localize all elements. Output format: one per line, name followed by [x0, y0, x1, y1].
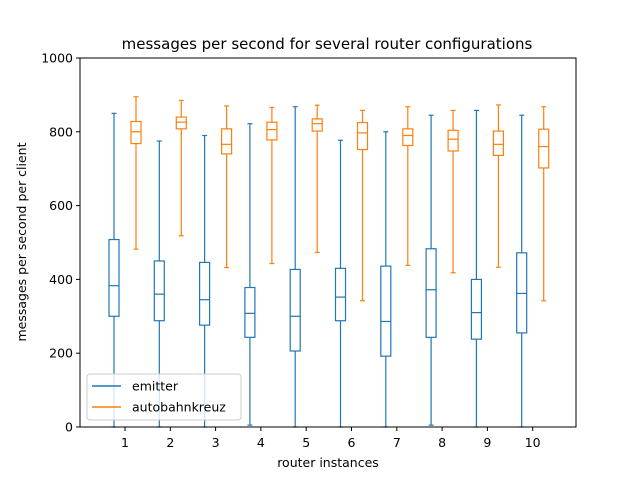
y-tick-label: 400 — [49, 272, 73, 287]
box-autobahnkreuz-9 — [492, 104, 504, 268]
box-autobahnkreuz-6 — [356, 109, 369, 302]
box-autobahnkreuz-4 — [266, 106, 278, 265]
y-tick-label: 800 — [49, 124, 73, 139]
x-tick-label: 7 — [393, 435, 401, 450]
x-axis-ticks: 1 2 3 4 5 6 7 8 9 10 — [121, 427, 541, 450]
box-iqr — [199, 261, 211, 326]
box-emitter-4 — [244, 123, 256, 426]
box-autobahnkreuz-3 — [221, 105, 233, 269]
y-axis-ticks: 0 200 400 600 800 1000 — [41, 51, 80, 435]
y-tick-label: 0 — [65, 420, 73, 435]
box-autobahnkreuz-10 — [538, 106, 550, 302]
box-iqr — [425, 248, 437, 338]
x-tick-label: 6 — [348, 435, 356, 450]
box-iqr — [266, 121, 278, 141]
box-iqr — [538, 128, 550, 169]
x-tick-label: 1 — [121, 435, 129, 450]
x-tick-label: 8 — [438, 435, 446, 450]
box-iqr — [492, 130, 504, 157]
box-autobahnkreuz-2 — [175, 99, 187, 237]
x-tick-label: 2 — [166, 435, 174, 450]
box-iqr — [447, 129, 459, 152]
box-emitter-6 — [334, 139, 347, 428]
box-iqr — [221, 128, 233, 155]
box-emitter-10 — [516, 114, 528, 428]
x-axis-label: router instances — [277, 455, 379, 470]
box-iqr — [289, 268, 301, 352]
box-emitter-8 — [425, 114, 437, 426]
box-emitter-7 — [380, 131, 392, 428]
y-tick-label: 600 — [49, 198, 73, 213]
x-tick-label: 10 — [525, 435, 541, 450]
chart-title: messages per second for several router c… — [122, 35, 533, 53]
box-autobahnkreuz-7 — [402, 106, 414, 266]
box-iqr — [130, 120, 142, 145]
box-autobahnkreuz-5 — [311, 104, 323, 254]
legend: emitter autobahnkreuz — [86, 373, 242, 421]
legend-label-emitter: emitter — [132, 379, 179, 394]
x-tick-label: 3 — [212, 435, 220, 450]
legend-label-autobahnkreuz: autobahnkreuz — [132, 400, 226, 415]
box-autobahnkreuz-1 — [130, 96, 142, 250]
series-emitter — [108, 106, 528, 428]
box-emitter-5 — [289, 106, 301, 428]
box-iqr — [244, 286, 256, 338]
box-iqr — [334, 267, 347, 322]
x-tick-label: 4 — [257, 435, 265, 450]
legend-frame — [86, 373, 242, 421]
x-tick-label: 5 — [302, 435, 310, 450]
box-iqr — [175, 116, 187, 130]
box-iqr — [311, 118, 323, 132]
box-iqr — [153, 260, 165, 322]
box-iqr — [356, 121, 369, 151]
series-autobahnkreuz — [130, 96, 550, 302]
box-iqr — [108, 238, 120, 317]
box-iqr — [470, 278, 482, 340]
y-tick-label: 200 — [49, 346, 73, 361]
axes-frame — [79, 57, 577, 428]
box-iqr — [402, 128, 414, 147]
y-tick-label: 1000 — [41, 51, 73, 66]
box-iqr — [380, 265, 392, 357]
x-tick-label: 9 — [483, 435, 491, 450]
y-axis-label: messages per second per client — [14, 142, 29, 341]
box-emitter-9 — [470, 109, 482, 428]
box-autobahnkreuz-8 — [447, 109, 459, 274]
plot-area — [108, 96, 550, 428]
